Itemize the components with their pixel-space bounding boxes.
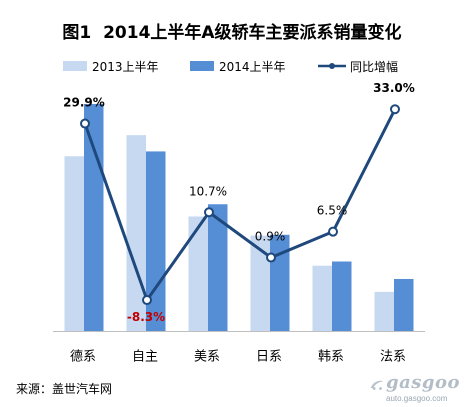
x-tick-label-german: 德系 [70, 350, 96, 365]
growth-point-domestic [142, 295, 152, 306]
legend-swatch-2013-h1 [63, 61, 87, 71]
x-tick-label-korean: 韩系 [318, 350, 344, 365]
growth-point-french [390, 104, 400, 115]
bar-2014-h1-domestic [146, 151, 166, 331]
growth-point-korean [328, 226, 338, 237]
x-tick-label-japanese: 日系 [256, 350, 282, 365]
bar-2014-h1-german [84, 104, 104, 331]
legend-label-2013-h1: 2013上半年 [92, 59, 159, 74]
legend-label-2014-h1: 2014上半年 [219, 59, 286, 74]
growth-line [83, 108, 397, 302]
x-tick-label-french: 法系 [380, 350, 406, 365]
growth-label-french: 33.0% [373, 81, 415, 95]
gasgoo-swoosh-icon [370, 380, 384, 390]
growth-point-japanese [266, 252, 276, 263]
growth-label-korean: 6.5% [317, 204, 348, 218]
legend-item-yoy-growth: 同比增幅 [318, 58, 398, 74]
growth-point-german [80, 118, 90, 129]
watermark-url: auto.gasgoo.com [386, 394, 448, 403]
watermark-logo: gasgoo auto.gasgoo.com [370, 372, 460, 406]
chart-legend: 2013上半年 2014上半年 同比增幅 [0, 58, 464, 74]
bar-2013-h1-american [188, 216, 208, 331]
bar-2014-h1-french [394, 278, 414, 331]
data-label-group: 29.9% -8.3% 10.7% 0.9% 6.5% 33.0% [63, 81, 415, 324]
bar-2013-h1-german [64, 156, 84, 331]
bar-2013-h1-japanese [250, 235, 270, 331]
bar-2013-h1-french [374, 291, 394, 331]
bar-2014-h1-american [208, 204, 228, 331]
growth-label-american: 10.7% [189, 184, 227, 198]
growth-line-group [80, 104, 400, 306]
chart-title: 图1 2014上半年A级轿车主要派系销量变化 [62, 23, 402, 43]
legend-item-2014-h1: 2014上半年 [190, 58, 286, 74]
category-axis: 德系 自主 美系 日系 韩系 法系 [53, 331, 425, 365]
legend-label-yoy-growth: 同比增幅 [350, 59, 399, 74]
bar-2013-h1-korean [312, 265, 332, 331]
watermark-brand: gasgoo [386, 372, 460, 393]
legend-line-marker-icon [318, 63, 346, 69]
bar-2014-h1-korean [332, 261, 352, 331]
x-tick-label-domestic: 自主 [132, 350, 158, 365]
bar-group [64, 104, 414, 331]
x-tick-label-american: 美系 [194, 350, 220, 365]
bar-2014-h1-japanese [270, 234, 290, 331]
legend-item-2013-h1: 2013上半年 [63, 58, 159, 74]
growth-label-german: 29.9% [63, 96, 105, 110]
source-note: 来源：盖世汽车网 [16, 382, 113, 396]
growth-label-japanese: 0.9% [255, 230, 286, 244]
growth-label-domestic: -8.3% [127, 310, 165, 324]
legend-swatch-2014-h1 [190, 61, 214, 71]
growth-point-american [204, 207, 214, 218]
